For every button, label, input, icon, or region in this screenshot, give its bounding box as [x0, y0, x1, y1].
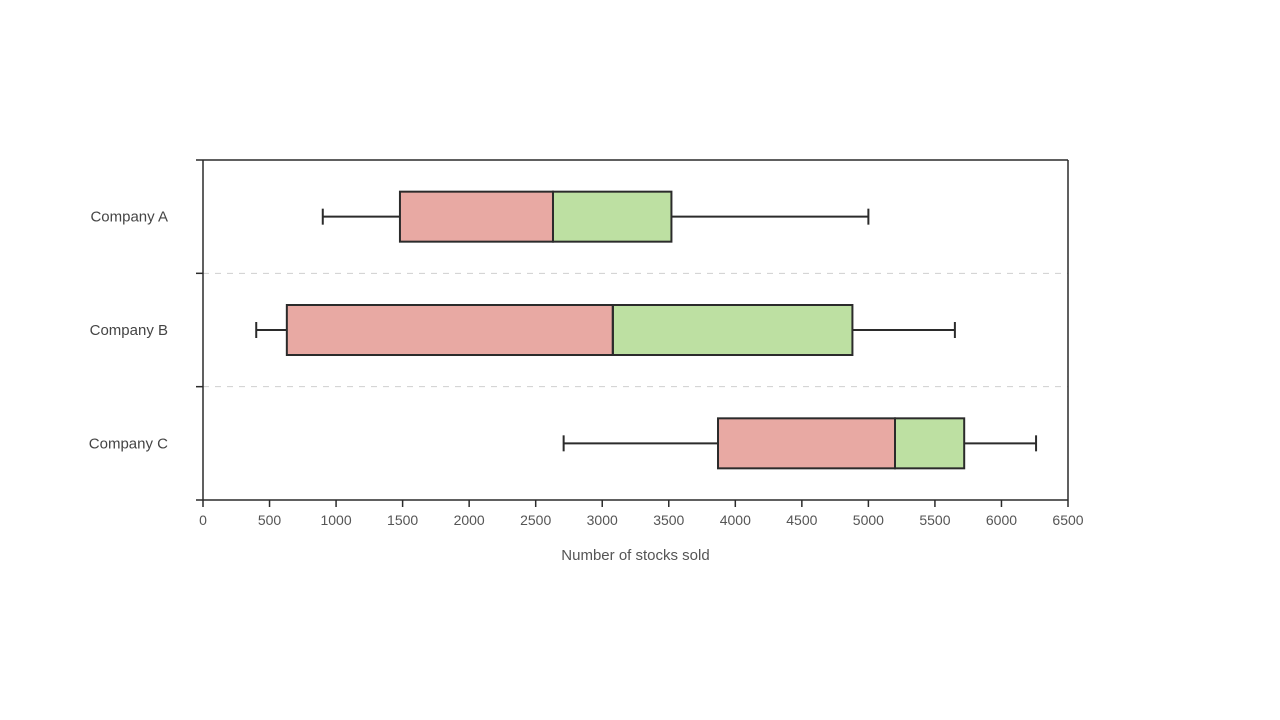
category-label: Company B — [90, 322, 168, 339]
x-axis-title: Number of stocks sold — [561, 547, 709, 564]
x-tick-label: 0 — [199, 512, 207, 528]
box-upper — [613, 305, 853, 355]
x-tick-label: 6500 — [1052, 512, 1083, 528]
x-tick-label: 3000 — [587, 512, 618, 528]
box-lower — [718, 418, 895, 468]
x-tick-label: 5000 — [853, 512, 884, 528]
x-tick-label: 2500 — [520, 512, 551, 528]
x-tick-label: 4500 — [786, 512, 817, 528]
box-lower — [287, 305, 613, 355]
x-tick-label: 1500 — [387, 512, 418, 528]
category-label: Company A — [90, 209, 168, 226]
boxplot-row — [256, 305, 955, 355]
x-tick-label: 500 — [258, 512, 282, 528]
x-tick-label: 2000 — [454, 512, 485, 528]
x-tick-label: 5500 — [919, 512, 950, 528]
category-label: Company C — [89, 435, 168, 452]
box-upper — [553, 192, 671, 242]
box-lower — [400, 192, 553, 242]
x-tick-label: 4000 — [720, 512, 751, 528]
x-tick-label: 1000 — [320, 512, 351, 528]
x-tick-label: 6000 — [986, 512, 1017, 528]
boxplot-chart: 0 500 1000 1500 2000 2500 3000 3500 4000 4500 5000… — [0, 0, 1280, 720]
x-tick-label: 3500 — [653, 512, 684, 528]
chart-bg — [0, 0, 1280, 720]
box-upper — [895, 418, 964, 468]
